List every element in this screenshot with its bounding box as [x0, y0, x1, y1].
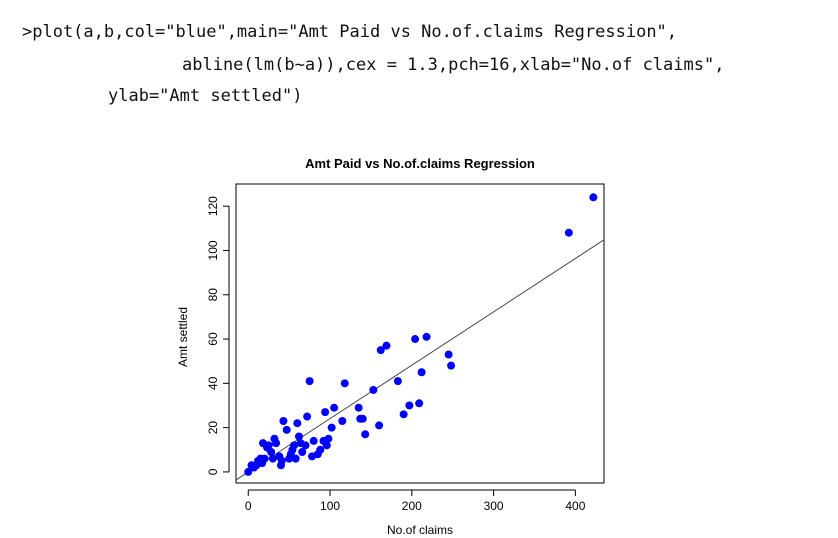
data-point [268, 454, 277, 463]
y-tick-label: 80 [206, 288, 220, 302]
data-point [324, 434, 333, 443]
x-tick-label: 400 [565, 499, 585, 513]
data-point [422, 332, 431, 341]
data-point [298, 447, 307, 456]
x-tick-label: 200 [402, 499, 422, 513]
data-point [375, 421, 384, 430]
data-point [382, 341, 391, 350]
r-code-block: >plot(a,b,col="blue",main="Amt Paid vs N… [0, 0, 838, 120]
data-point [415, 399, 424, 408]
y-tick-label: 60 [206, 332, 220, 346]
data-point [303, 412, 312, 421]
data-point [322, 441, 331, 450]
x-tick-label: 100 [320, 499, 340, 513]
data-point [244, 467, 253, 476]
data-point [354, 403, 363, 412]
data-point [279, 416, 288, 425]
data-point [589, 193, 598, 202]
data-point [291, 454, 300, 463]
data-point [321, 408, 330, 417]
chart-title: Amt Paid vs No.of.claims Regression [305, 156, 535, 171]
data-point [309, 436, 318, 445]
x-axis-label: No.of claims [387, 523, 453, 537]
plot-frame [235, 183, 605, 484]
y-axis-label: Amt settled [176, 307, 190, 367]
data-point [338, 416, 347, 425]
data-point [564, 228, 573, 237]
data-point [358, 414, 367, 423]
data-point [282, 425, 291, 434]
data-point [399, 410, 408, 419]
data-point [393, 377, 402, 386]
data-point [301, 441, 310, 450]
x-tick-label: 300 [484, 499, 504, 513]
data-point [376, 346, 385, 355]
code-line-3: ylab="Amt settled") [108, 86, 303, 106]
y-tick-label: 20 [206, 421, 220, 435]
data-point [264, 441, 273, 450]
y-tick-label: 120 [206, 196, 220, 216]
data-point [447, 361, 456, 370]
code-line-2: abline(lm(b~a)),cex = 1.3,pch=16,xlab="N… [182, 55, 725, 75]
data-point [417, 368, 426, 377]
data-point [411, 335, 420, 344]
x-tick-label: 0 [245, 499, 252, 513]
y-tick-label: 0 [206, 468, 220, 475]
data-point [277, 456, 286, 465]
data-point [340, 379, 349, 388]
y-tick-label: 40 [206, 376, 220, 390]
data-point [294, 432, 303, 441]
y-tick-label: 100 [206, 240, 220, 260]
data-point [272, 439, 281, 448]
code-line-1: >plot(a,b,col="blue",main="Amt Paid vs N… [22, 22, 678, 42]
data-point [293, 419, 302, 428]
data-point [290, 441, 299, 450]
data-point [405, 401, 414, 410]
data-point [327, 423, 336, 432]
data-point [267, 447, 276, 456]
data-point [316, 445, 325, 454]
data-point [444, 350, 453, 359]
data-point [330, 403, 339, 412]
data-point [305, 377, 314, 386]
data-point [361, 430, 370, 439]
data-point [260, 454, 269, 463]
data-point [369, 385, 378, 394]
